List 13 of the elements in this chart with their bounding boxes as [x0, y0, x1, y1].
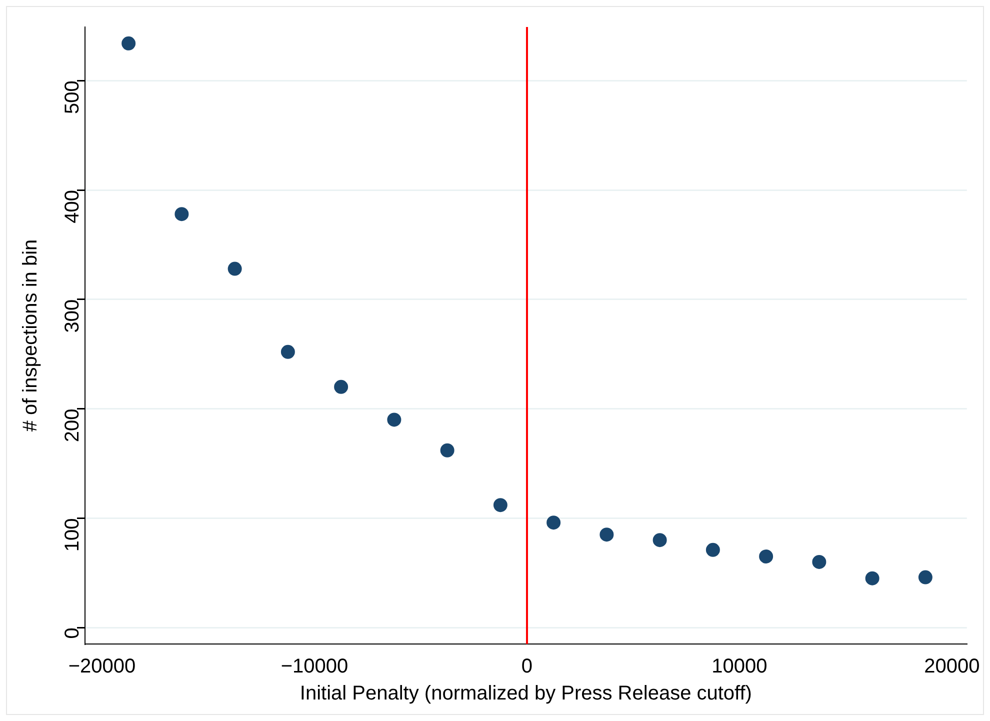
x-axis-title: Initial Penalty (normalized by Press Release cutoff)	[300, 682, 752, 705]
y-tick-label: 300	[62, 299, 84, 333]
x-tick-label: 20000	[924, 656, 980, 678]
y-tick-label: 200	[62, 408, 84, 442]
x-tick-label: 10000	[712, 656, 768, 678]
y-axis-title: # of inspections in bin	[20, 239, 42, 432]
y-tick-label: 400	[62, 190, 84, 224]
y-tick-label: 500	[62, 80, 84, 114]
x-tick-label: −10000	[280, 656, 348, 678]
x-tick-label: −20000	[68, 656, 136, 678]
y-tick-label: 100	[62, 518, 84, 552]
x-tick-label: 0	[521, 656, 533, 678]
y-tick-label: 0	[62, 628, 84, 639]
